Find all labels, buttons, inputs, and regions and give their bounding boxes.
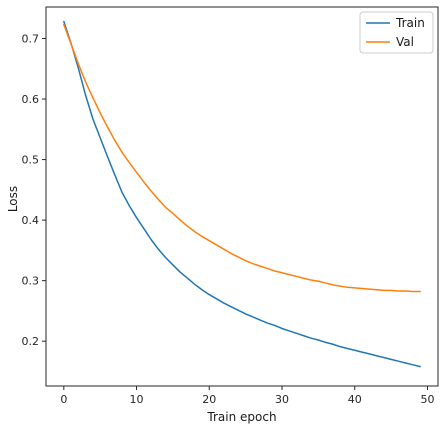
- x-tick-label: 20: [202, 393, 216, 406]
- legend: Train Val: [359, 11, 434, 54]
- x-tick-label: 0: [60, 393, 67, 406]
- series-line-train: [63, 20, 421, 368]
- x-axis-ticks: 0 10 20 30 40 50: [60, 386, 434, 406]
- y-axis-label: Loss: [6, 186, 20, 212]
- x-tick-label: 30: [275, 393, 289, 406]
- y-tick-label: 0.3: [22, 275, 40, 288]
- plot-lines: [63, 20, 421, 368]
- series-line-val: [63, 23, 421, 293]
- y-tick-label: 0.7: [22, 32, 40, 45]
- x-axis-label: Train epoch: [206, 410, 276, 424]
- y-tick-label: 0.2: [22, 335, 40, 348]
- legend-label-val: Val: [396, 35, 414, 49]
- y-tick-label: 0.5: [22, 154, 40, 167]
- y-axis-ticks: 0.2 0.3 0.4 0.5 0.6 0.7: [22, 32, 46, 348]
- x-tick-label: 10: [130, 393, 144, 406]
- legend-label-train: Train: [395, 16, 425, 30]
- plot-frame: [45, 6, 439, 387]
- x-tick-label: 40: [348, 393, 362, 406]
- y-tick-label: 0.6: [22, 93, 40, 106]
- x-tick-label: 50: [420, 393, 434, 406]
- y-tick-label: 0.4: [22, 214, 40, 227]
